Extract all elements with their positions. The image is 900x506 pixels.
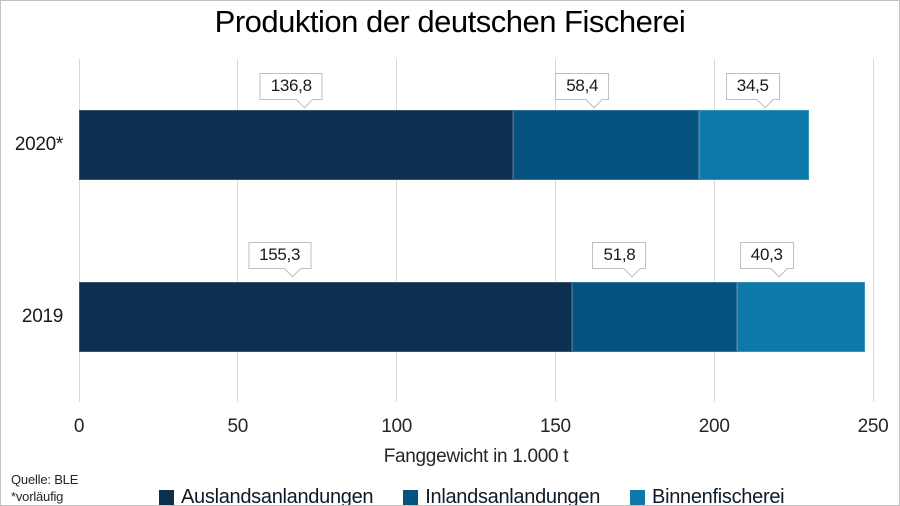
- bar-segment-binnenfischerei: [698, 110, 809, 180]
- value-callout: 34,5: [725, 73, 780, 108]
- legend-swatch-icon: [159, 490, 174, 505]
- legend-label: Auslandsanlandungen: [181, 486, 374, 506]
- legend-label: Binnenfischerei: [652, 486, 785, 506]
- category-label: 2019: [21, 306, 63, 327]
- value-callout: 136,8: [259, 73, 323, 108]
- bar-segment-inlandsanlandungen: [513, 110, 699, 180]
- footnote-line: *vorläufig: [11, 489, 64, 504]
- chart-title: Produktion der deutschen Fischerei: [214, 4, 686, 39]
- x-tick-label: 200: [698, 416, 730, 437]
- gridline: [554, 59, 556, 402]
- gridline: [713, 59, 715, 402]
- legend: Auslandsanlandungen Inlandsanlandungen B…: [159, 486, 785, 506]
- gridline: [396, 59, 398, 402]
- category-label: 2020*: [14, 134, 63, 155]
- bar-segment-auslandsanlandungen: [79, 282, 573, 352]
- legend-item-inlandsanlandungen: Inlandsanlandungen: [403, 486, 601, 506]
- x-axis-title: Fanggewicht in 1.000 t: [383, 446, 569, 467]
- callout-tail: [623, 260, 641, 277]
- legend-swatch-icon: [403, 490, 419, 505]
- callout-tail: [756, 91, 774, 108]
- source-line: Quelle: BLE: [11, 472, 79, 487]
- legend-item-auslandsanlandungen: Auslandsanlandungen: [159, 486, 374, 506]
- x-tick-label: 50: [227, 416, 249, 437]
- legend-label: Inlandsanlandungen: [425, 486, 601, 506]
- gridline: [872, 59, 874, 402]
- legend-swatch-icon: [630, 490, 646, 505]
- x-tick-label: 100: [381, 416, 412, 437]
- value-callout: 51,8: [592, 242, 647, 277]
- gridline: [78, 59, 80, 402]
- value-callout: 58,4: [555, 73, 610, 108]
- bar-segment-auslandsanlandungen: [79, 110, 514, 180]
- legend-item-binnenfischerei: Binnenfischerei: [630, 486, 785, 506]
- callout-tail: [284, 260, 302, 277]
- x-tick-label: 0: [73, 416, 85, 437]
- source-note: Quelle: BLE *vorläufig: [11, 471, 78, 505]
- value-callout: 40,3: [739, 242, 794, 277]
- bar-segment-binnenfischerei: [736, 282, 865, 352]
- bar-segment-inlandsanlandungen: [572, 282, 737, 352]
- value-callout: 155,3: [248, 242, 312, 277]
- x-tick-label: 150: [539, 416, 571, 437]
- callout-tail: [585, 91, 603, 108]
- gridline: [237, 59, 239, 402]
- callout-tail: [770, 260, 788, 277]
- x-tick-label: 250: [857, 416, 889, 437]
- callout-tail: [296, 91, 314, 108]
